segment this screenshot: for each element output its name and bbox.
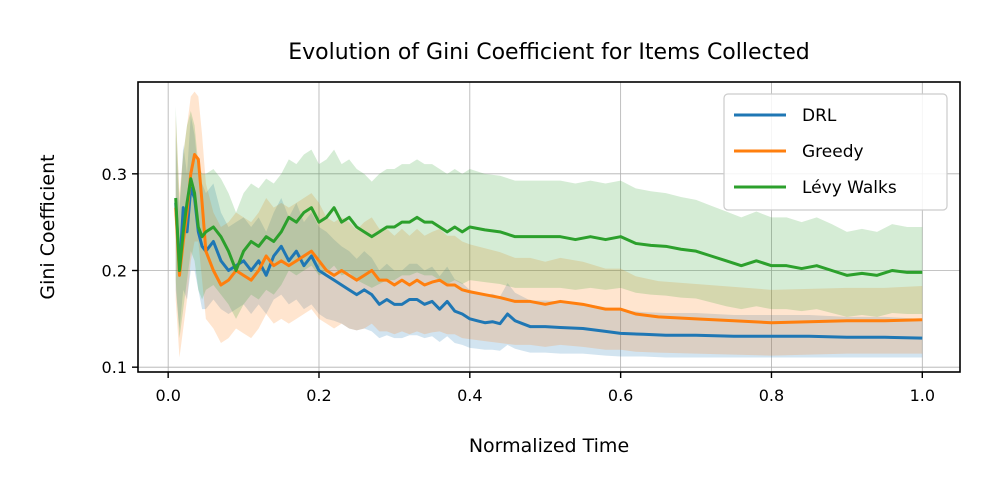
x-tick-label-1: 0.2 [306,386,331,405]
y-tick-label-1: 0.2 [102,262,127,281]
x-tick-label-2: 0.4 [457,386,482,405]
line-series-2 [174,177,923,277]
x-tick-label-5: 1.0 [910,386,935,405]
line-series-0 [174,186,923,340]
line-series-1 [174,153,923,325]
plot-area: 0.0 0.2 0.4 0.6 0.8 1.0 0.1 0.2 0.3 [102,81,961,405]
x-tick-label-3: 0.6 [608,386,633,405]
y-tick-label-2: 0.3 [102,165,127,184]
legend-label-2: Lévy Walks [802,178,897,198]
band-series-0 [175,115,923,358]
band-series-2 [175,106,923,339]
legend-label-1: Greedy [802,142,864,162]
legend: DRL Greedy Lévy Walks [723,93,948,211]
y-axis-label: Gini Coefficient [37,154,59,299]
axes-frame [137,81,961,373]
x-tick-label-0: 0.0 [155,386,180,405]
y-tick-label-0: 0.1 [102,358,127,377]
chart-title: Evolution of Gini Coefficient for Items … [288,40,810,65]
x-axis-label: Normalized Time [469,435,629,457]
legend-box [723,93,948,211]
x-tick-label-4: 0.8 [759,386,784,405]
legend-label-0: DRL [802,106,837,126]
